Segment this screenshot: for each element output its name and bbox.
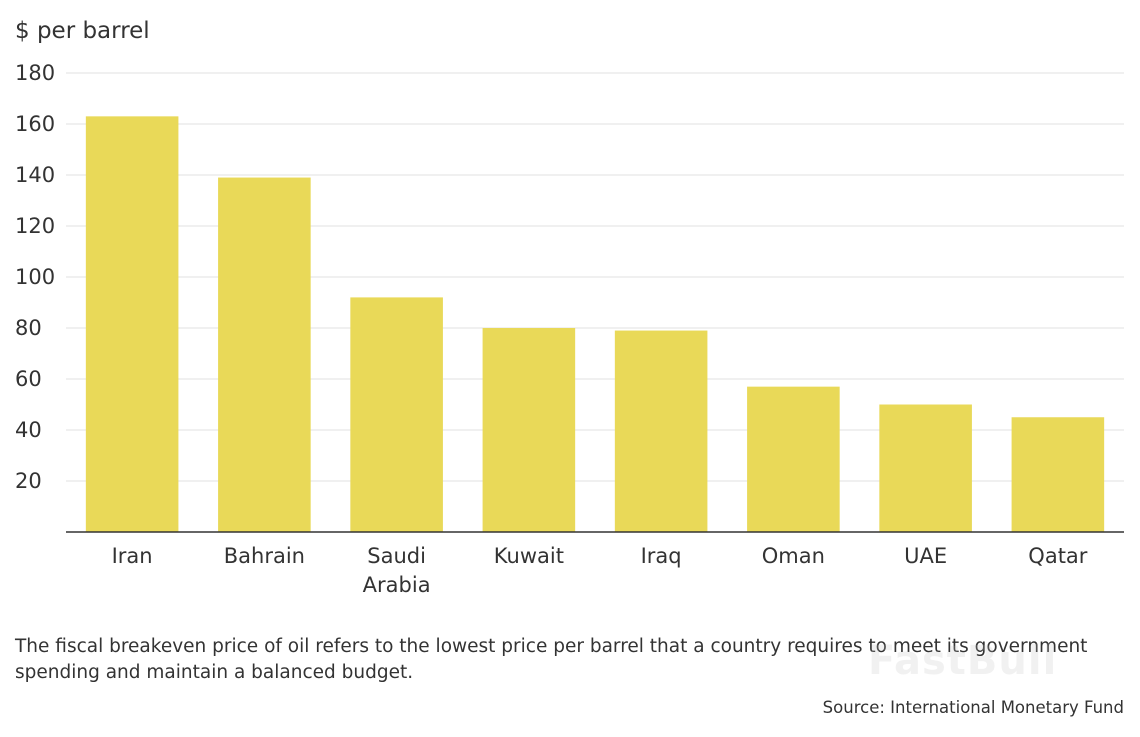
bar (218, 177, 311, 533)
chart-note: The fiscal breakeven price of oil refers… (15, 636, 1088, 683)
x-tick-label: Kuwait (494, 544, 564, 568)
x-tick-label: Saudi Arabia (363, 544, 431, 597)
bar (85, 116, 179, 532)
watermark-logo: FastBull (868, 638, 1058, 684)
bar (350, 297, 443, 532)
x-tick-label: Oman (762, 544, 825, 568)
y-tick-label: 140 (15, 163, 55, 187)
x-tick-label: UAE (904, 544, 947, 568)
y-tick-label: 100 (15, 265, 55, 289)
bar (1011, 417, 1105, 532)
x-tick-label: Bahrain (224, 544, 305, 568)
source-credit: Source: International Monetary Fund (822, 698, 1124, 717)
x-tick-label: Iran (112, 544, 153, 568)
y-tick-label: 160 (15, 112, 55, 136)
x-tick-label: Iraq (641, 544, 682, 568)
y-tick-label: 60 (15, 367, 42, 391)
bar (482, 328, 576, 532)
y-tick-label: 180 (15, 61, 55, 85)
bar (879, 404, 972, 532)
bar (747, 386, 840, 532)
x-tick-label: Qatar (1028, 544, 1088, 568)
y-tick-label: 120 (15, 214, 55, 238)
y-tick-label: 40 (15, 418, 42, 442)
y-axis-label: $ per barrel (15, 18, 150, 44)
y-tick-label: 80 (15, 316, 42, 340)
y-tick-label: 20 (15, 469, 42, 493)
bar-chart: 20 40 60 80 100 120 140 160 180 Iran Bahrain Saudi A… (15, 61, 1124, 597)
bar (614, 330, 708, 532)
